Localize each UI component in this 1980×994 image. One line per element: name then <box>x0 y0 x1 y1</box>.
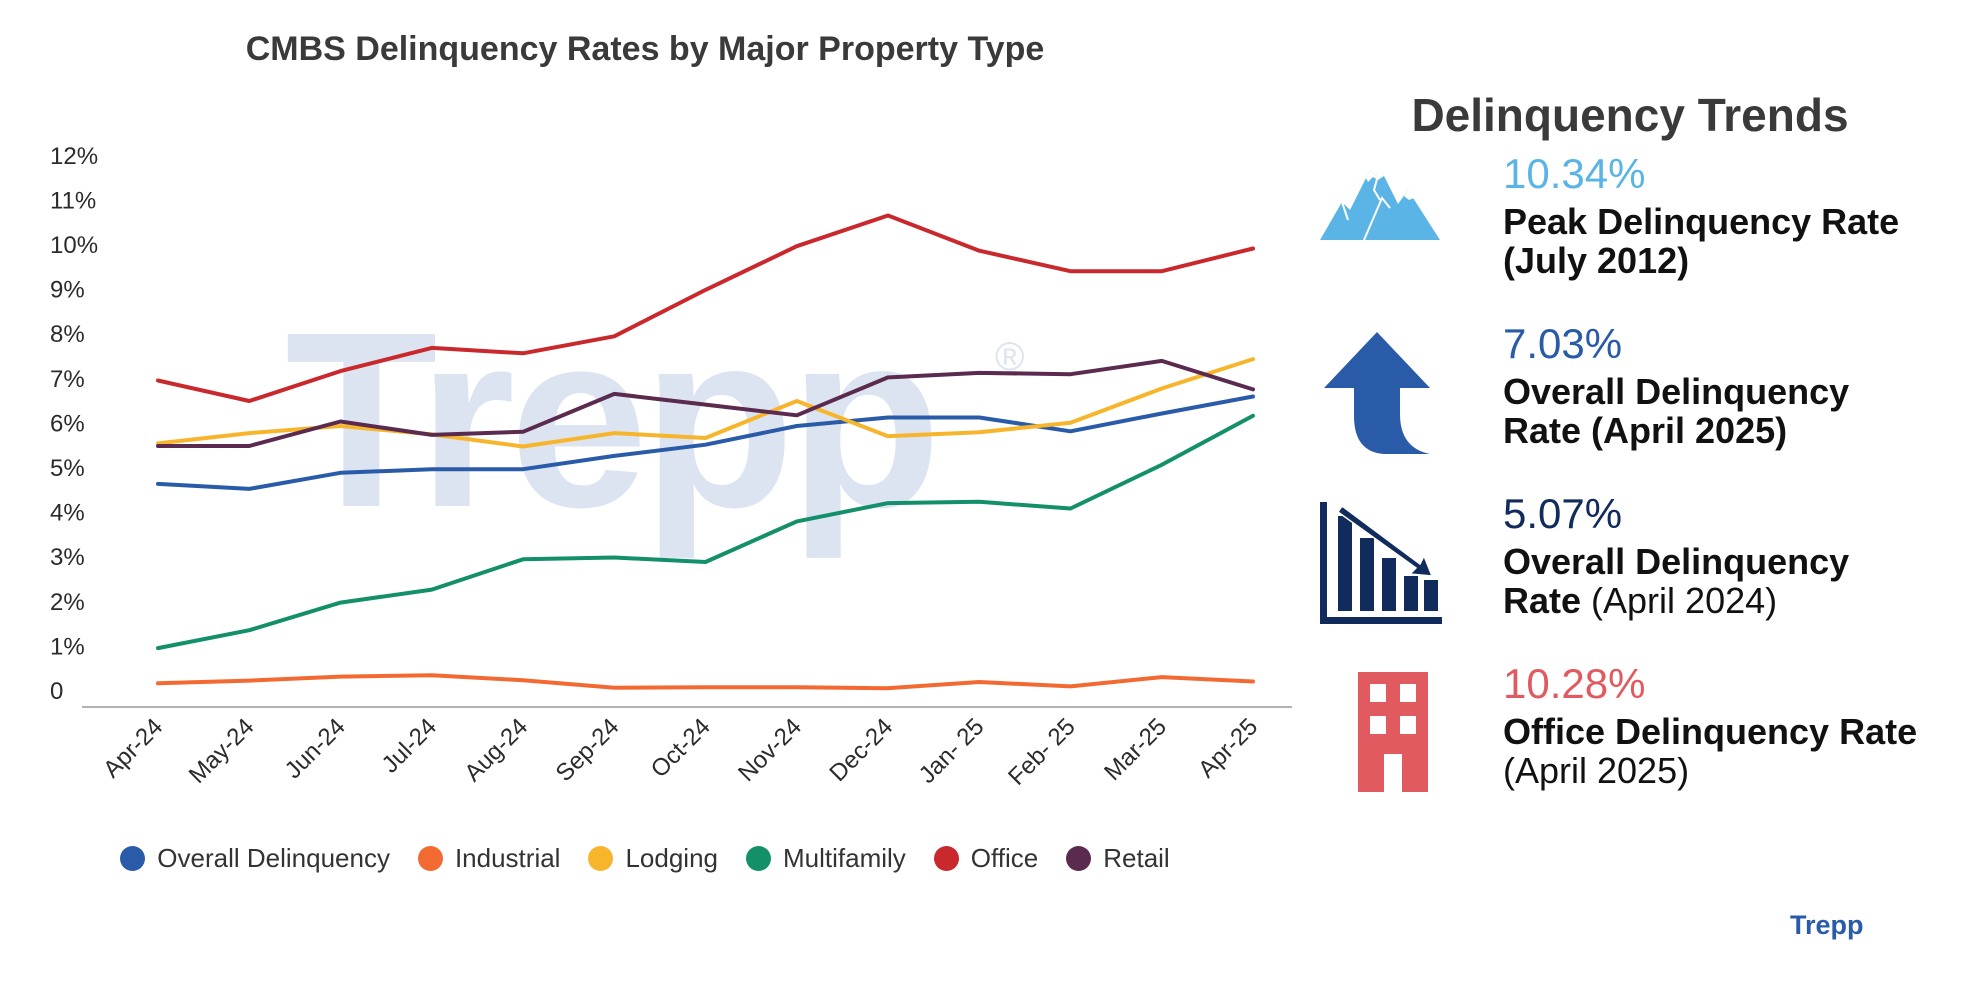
x-tick-label: Mar-25 <box>1099 713 1172 786</box>
legend-label: Multifamily <box>783 843 906 873</box>
legend-swatch <box>1066 846 1092 871</box>
legend-item: Retail <box>1066 843 1170 874</box>
y-tick-label: 10% <box>50 232 98 259</box>
stat-label-line1: Overall Delinquency <box>1503 541 1850 582</box>
stat-label-line1: Overall Delinquency <box>1503 371 1850 412</box>
stat-label-line1: Office Delinquency Rate <box>1503 711 1918 752</box>
legend-item: Lodging <box>588 843 718 874</box>
stat-overall-2025: 7.03% Overall Delinquency Rate (April 20… <box>1320 320 1980 470</box>
y-tick-label: 4% <box>50 500 85 527</box>
series-lines <box>156 213 1255 691</box>
x-tick-label: Feb- 25 <box>1003 713 1081 791</box>
legend-swatch <box>120 846 146 871</box>
stat-label-line1: Peak Delinquency Rate <box>1503 201 1900 242</box>
office-building-icon <box>1358 672 1428 792</box>
legend-item: Multifamily <box>746 843 906 874</box>
stat-label: Overall Delinquency Rate (April 2025) <box>1503 372 1933 450</box>
x-tick-label: Jul-24 <box>377 713 442 778</box>
series-line-retail <box>156 358 1255 448</box>
legend-label: Office <box>970 843 1039 873</box>
legend-label: Retail <box>1103 843 1170 873</box>
stat-label-line2: (April 2025) <box>1503 750 1690 791</box>
stat-label-line2-bold: Rate <box>1503 580 1582 621</box>
legend-swatch <box>746 846 771 871</box>
y-tick-label: 11% <box>50 187 96 214</box>
y-tick-label: 0 <box>50 678 63 705</box>
mountain-icon <box>1320 167 1440 240</box>
y-tick-label: 1% <box>50 633 85 660</box>
up-arrow-icon <box>1324 332 1430 454</box>
stat-label: Office Delinquency Rate (April 2025) <box>1503 712 1973 790</box>
legend-label: Industrial <box>454 843 561 873</box>
series-line-overall-delinquency <box>156 394 1255 491</box>
chart-legend: Overall Delinquency Industrial Lodging Mult… <box>0 843 1290 874</box>
x-axis: Apr-24 May-24 Jun-24 Jul-24 Aug-24 Sep-24 Oct-… <box>98 713 1263 791</box>
stat-label-line2: (July 2012) <box>1503 240 1690 281</box>
brand-logo: Trepp <box>1790 910 1864 940</box>
legend-swatch <box>588 846 614 871</box>
series-line-industrial <box>156 673 1255 691</box>
stat-peak-delinquency: 10.34% Peak Delinquency Rate (July 2012) <box>1320 150 1980 300</box>
series-line-multifamily <box>156 413 1255 651</box>
x-tick-label: Apr-25 <box>1193 713 1263 783</box>
y-tick-label: 12% <box>50 143 98 170</box>
stat-value: 5.07% <box>1503 490 1623 537</box>
stat-value: 7.03% <box>1503 320 1623 367</box>
series-line-office <box>156 213 1255 403</box>
x-tick-label: Aug-24 <box>459 713 533 787</box>
y-tick-label: 2% <box>50 589 85 616</box>
declining-bars-icon <box>1320 502 1442 624</box>
legend-item: Office <box>933 843 1039 874</box>
line-chart: 0 1% 2% 3% 4% 5% 6% 7% 8% 9% 10% 11% 12% Apr-24 May-2… <box>50 143 1292 791</box>
legend-swatch <box>933 846 959 871</box>
y-tick-label: 6% <box>50 410 85 437</box>
x-tick-label: Jun-24 <box>280 713 351 784</box>
stat-value: 10.28% <box>1503 660 1646 707</box>
legend-label: Overall Delinquency <box>157 843 390 873</box>
y-tick-label: 5% <box>50 455 85 482</box>
stat-office-2025: 10.28% Office Delinquency Rate (April 20… <box>1320 660 1980 810</box>
series-line-lodging <box>156 357 1255 449</box>
y-tick-label: 9% <box>50 277 85 304</box>
stat-label: Peak Delinquency Rate (July 2012) <box>1503 202 1933 280</box>
x-tick-label: Nov-24 <box>733 713 807 787</box>
panel-title: Delinquency Trends <box>1411 89 1849 141</box>
legend-item: Industrial <box>417 843 561 874</box>
x-tick-label: Dec-24 <box>824 713 898 787</box>
legend-swatch <box>417 846 443 871</box>
stat-label-line2-plain: (April 2024) <box>1581 580 1778 621</box>
legend-label: Lodging <box>625 843 718 873</box>
x-tick-label: Sep-24 <box>551 713 625 787</box>
y-tick-label: 7% <box>50 366 85 393</box>
x-tick-label: Apr-24 <box>98 713 168 783</box>
y-axis: 0 1% 2% 3% 4% 5% 6% 7% 8% 9% 10% 11% 12% <box>50 143 98 705</box>
x-tick-label: Oct-24 <box>646 713 716 783</box>
y-tick-label: 3% <box>50 544 85 571</box>
stat-value: 10.34% <box>1503 150 1646 197</box>
x-tick-label: May-24 <box>184 713 260 789</box>
y-tick-label: 8% <box>50 321 85 348</box>
stat-overall-2024: 5.07% Overall Delinquency Rate (April 20… <box>1320 490 1980 640</box>
stat-label: Overall Delinquency Rate (April 2024) <box>1503 542 1933 620</box>
x-tick-label: Jan- 25 <box>914 713 990 789</box>
legend-item: Overall Delinquency <box>120 843 390 874</box>
chart-title: CMBS Delinquency Rates by Major Property… <box>245 30 1045 68</box>
stat-label-line2: Rate (April 2025) <box>1503 410 1788 451</box>
